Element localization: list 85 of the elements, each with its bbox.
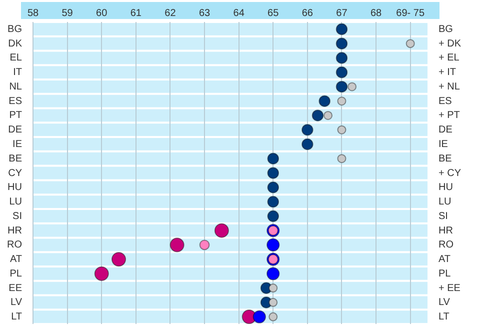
- y-tick-label: BE: [8, 153, 22, 164]
- y-tick-label: BG: [8, 24, 22, 35]
- y2-tick-label: HU: [438, 182, 453, 194]
- x-tick-label: 61: [130, 8, 142, 19]
- x-tick-label: 65: [268, 8, 280, 19]
- y-tick-label: SI: [12, 210, 22, 222]
- point: [348, 82, 357, 92]
- point: [337, 154, 346, 164]
- y-tick-label: HR: [8, 225, 22, 236]
- x-tick-label: 60: [96, 8, 108, 19]
- y2-tick-label: SI: [438, 210, 448, 222]
- point: [199, 240, 210, 250]
- y2-tick-label: + CY: [438, 168, 462, 179]
- y2-tick-label: + PT: [438, 110, 460, 122]
- y2-tick-label: IE: [438, 138, 448, 150]
- y-tick-label: PT: [9, 110, 22, 122]
- point: [267, 181, 280, 194]
- y2-tick-label: ES: [438, 96, 452, 107]
- y-tick-label: LT: [11, 312, 22, 323]
- point: [337, 125, 346, 134]
- point: [406, 39, 415, 48]
- y2-tick-label: BG: [438, 24, 454, 35]
- point: [94, 266, 109, 281]
- x-tick-label: 68: [370, 8, 382, 19]
- point: [302, 124, 314, 136]
- y2-tick-label: HR: [438, 225, 453, 236]
- x-tick-label: 58: [27, 8, 39, 19]
- x-tick-label: 67: [336, 8, 348, 19]
- y-tick-label: NL: [9, 81, 22, 92]
- y2-tick-label: PL: [438, 268, 452, 280]
- point: [318, 95, 330, 107]
- point: [337, 96, 346, 106]
- point: [252, 310, 266, 324]
- point: [266, 267, 280, 280]
- point: [336, 23, 348, 36]
- point: [267, 196, 280, 208]
- y2-tick-label: LV: [438, 297, 450, 308]
- y2-tick-label: + IT: [438, 67, 456, 78]
- point: [336, 38, 348, 50]
- point: [312, 110, 324, 122]
- point: [336, 52, 348, 64]
- point: [268, 284, 278, 293]
- point: [267, 210, 280, 222]
- x-tick-label: 69- 75: [396, 8, 425, 19]
- y-tick-label: EE: [8, 282, 22, 294]
- y-tick-label: LV: [10, 297, 22, 308]
- point: [302, 138, 314, 150]
- y2-tick-label: LU: [438, 196, 452, 208]
- y-tick-label: IE: [12, 138, 22, 150]
- y-tick-label: DK: [8, 38, 22, 50]
- y-tick-label: EL: [10, 52, 22, 64]
- point: [324, 110, 333, 120]
- point: [214, 223, 229, 238]
- point: [266, 238, 280, 252]
- y-tick-label: CY: [8, 168, 22, 179]
- y2-tick-label: RO: [438, 240, 454, 251]
- y-tick-label: RO: [7, 240, 22, 251]
- point: [336, 80, 348, 93]
- y2-tick-label: + DK: [438, 38, 462, 50]
- y-tick-label: DE: [8, 124, 22, 136]
- x-tick-label: 63: [198, 8, 211, 19]
- y2-tick-label: + EL: [438, 52, 460, 64]
- x-tick-label: 59: [62, 8, 74, 19]
- point: [170, 238, 184, 252]
- point: [268, 312, 278, 322]
- y-tick-label: LU: [9, 196, 22, 208]
- y-tick-label: IT: [13, 67, 22, 78]
- point: [267, 167, 280, 179]
- y-tick-label: PL: [10, 268, 22, 280]
- point: [268, 298, 278, 307]
- x-tick-label: 66: [302, 8, 314, 19]
- y2-tick-label: + EE: [438, 282, 461, 294]
- y2-tick-label: BE: [438, 153, 452, 164]
- point: [267, 152, 280, 165]
- y2-tick-label: LT: [438, 312, 450, 323]
- x-tick-label: 64: [233, 8, 245, 19]
- y2-tick-label: AT: [438, 254, 451, 266]
- y2-tick-label: DE: [438, 124, 453, 136]
- y-tick-label: ES: [8, 96, 22, 107]
- y2-tick-label: + NL: [438, 81, 460, 92]
- point: [336, 66, 348, 78]
- x-tick-label: 62: [164, 8, 176, 19]
- y-tick-label: HU: [8, 182, 22, 194]
- y-tick-label: AT: [10, 254, 22, 266]
- point: [111, 252, 126, 267]
